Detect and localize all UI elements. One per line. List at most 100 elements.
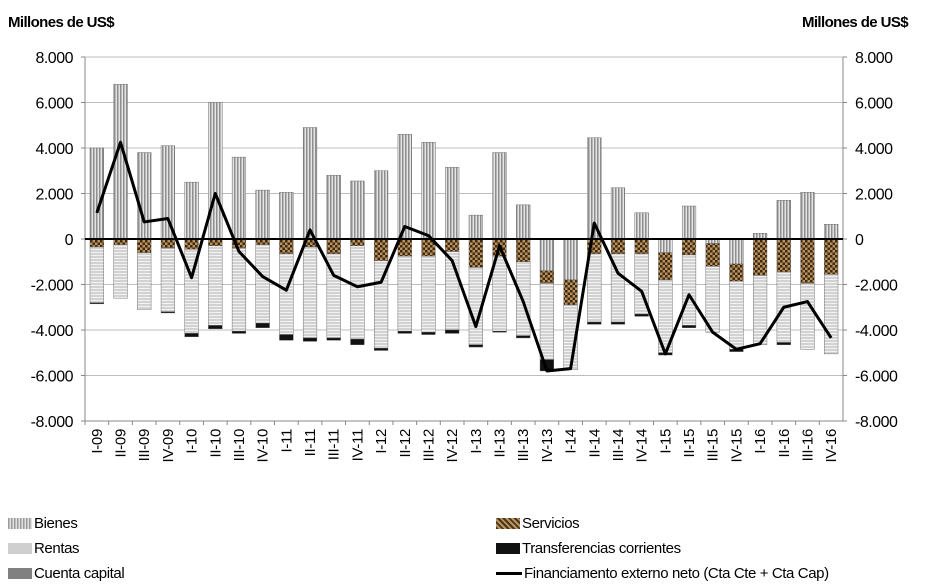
legend-swatch-cuenta-capital [8,568,32,579]
bar-servicios [468,238,483,268]
bar-rentas [208,245,223,326]
bar-transferencias [208,325,223,330]
bar-bienes [350,180,365,240]
bar-bienes [445,167,460,240]
axes [81,56,847,425]
bar-transferencias [610,321,626,325]
bar-servicios [681,238,697,256]
bar-rentas [302,246,318,339]
y-tick-label-right: 2.000 [855,187,893,204]
bar-bienes [89,147,104,240]
bar-rentas [255,244,270,324]
legend-item-bienes: Bienes [8,515,78,532]
x-tick-label: III-12 [420,429,437,461]
bar-bienes [800,192,815,240]
x-tick-label: II-15 [681,429,698,458]
legend-label-bienes: Bienes [34,515,78,532]
bar-servicios [658,252,673,281]
y-tick-label-left: -4.000 [31,323,74,340]
bar-transferencias [776,342,791,345]
y-tick-label-right: 8.000 [855,50,893,67]
bar-bienes [776,200,791,240]
bar-rentas [350,245,365,340]
legend-label-financiamento: Financiamento externo neto (Cta Cte + Ct… [524,565,829,582]
bar-rentas [231,247,247,332]
legend-swatch-financiamento [496,572,522,575]
bar-servicios [326,238,341,254]
x-tick-label: I-16 [752,429,769,454]
bar-rentas [397,255,412,332]
bar-rentas [137,252,152,310]
x-tick-label: I-14 [563,429,580,454]
legend-item-transferencias: Transferencias corrientes [496,540,681,557]
y-tick-label-left: -6.000 [31,369,74,386]
y-tick-label-left: 2.000 [35,187,73,204]
bar-rentas [824,274,839,355]
bar-servicios [800,238,815,284]
bar-bienes [302,127,318,240]
bar-servicios [374,238,389,261]
bar-servicios [634,238,649,254]
y-tick-label-left: 6.000 [35,96,73,113]
bar-transferencias [184,333,199,338]
bar-bienes [208,102,223,240]
bar-transferencias [587,321,602,325]
y-tick-label-left: -8.000 [31,414,74,431]
y-tick-label-right: -6.000 [855,369,898,386]
bar-transferencias [89,302,104,305]
y-axis-right-ticks: 8.000 6.000 4.000 2.000 0 -2.000 -4.000 -6.000 -… [855,50,898,431]
line-financiamento [95,140,833,373]
bar-transferencias [160,311,175,314]
x-tick-label: II-16 [776,429,793,458]
y-tick-label-left: 0 [65,232,74,249]
bar-servicios [705,243,720,267]
x-tick-label: I-15 [657,429,674,454]
bar-bienes [658,238,673,253]
y-tick-label-right: -4.000 [855,323,898,340]
legend-swatch-servicios [496,518,520,529]
x-tick-label: IV-09 [160,429,177,463]
bar-bienes [326,175,341,240]
bar-transferencias [634,313,649,317]
bar-bienes [492,152,507,240]
bar-transferencias [445,329,460,334]
bar-servicios [160,238,175,249]
bar-transferencias [397,330,412,334]
y-tick-label-left: -2.000 [31,278,74,295]
legend-label-rentas: Rentas [34,540,80,557]
legend-item-servicios: Servicios [496,515,580,532]
bar-transferencias [468,344,483,348]
x-tick-label: IV-14 [634,429,651,463]
x-tick-label: I-13 [468,429,485,454]
bar-servicios [729,263,744,282]
legend-label-cuenta-capital: Cuenta capital [34,565,125,582]
y-axis-left-unit-label: Millones de US$ [8,14,115,31]
bar-bienes [610,187,626,240]
bar-servicios [137,238,152,253]
bar-bienes [681,205,697,240]
x-tick-label: I-11 [278,429,295,453]
y-axis-right-unit-label: Millones de US$ [801,14,909,31]
x-tick-label: III-15 [705,429,722,461]
bar-bienes [824,224,839,240]
x-tick-label: I-12 [373,429,390,454]
bar-rentas [681,254,697,326]
bar-transferencias [374,348,389,351]
y-tick-label-right: 0 [855,232,864,249]
x-tick-label: II-09 [113,429,130,458]
legend-item-financiamento: Financiamento externo neto (Cta Cte + Ct… [496,565,829,582]
bars [89,84,839,372]
bar-transferencias [421,332,436,335]
bar-servicios [776,238,791,273]
legend-swatch-rentas [8,543,32,554]
bar-servicios [350,238,365,247]
x-tick-label: I-10 [184,429,201,454]
bar-transferencias [516,335,531,339]
x-tick-label: IV-10 [255,429,272,463]
x-tick-label: III-16 [799,429,816,461]
bar-rentas [800,283,815,350]
bar-servicios [610,238,626,254]
legend-swatch-transferencias [496,543,520,554]
x-tick-label: II-10 [207,429,224,458]
y-tick-label-right: 6.000 [855,96,893,113]
